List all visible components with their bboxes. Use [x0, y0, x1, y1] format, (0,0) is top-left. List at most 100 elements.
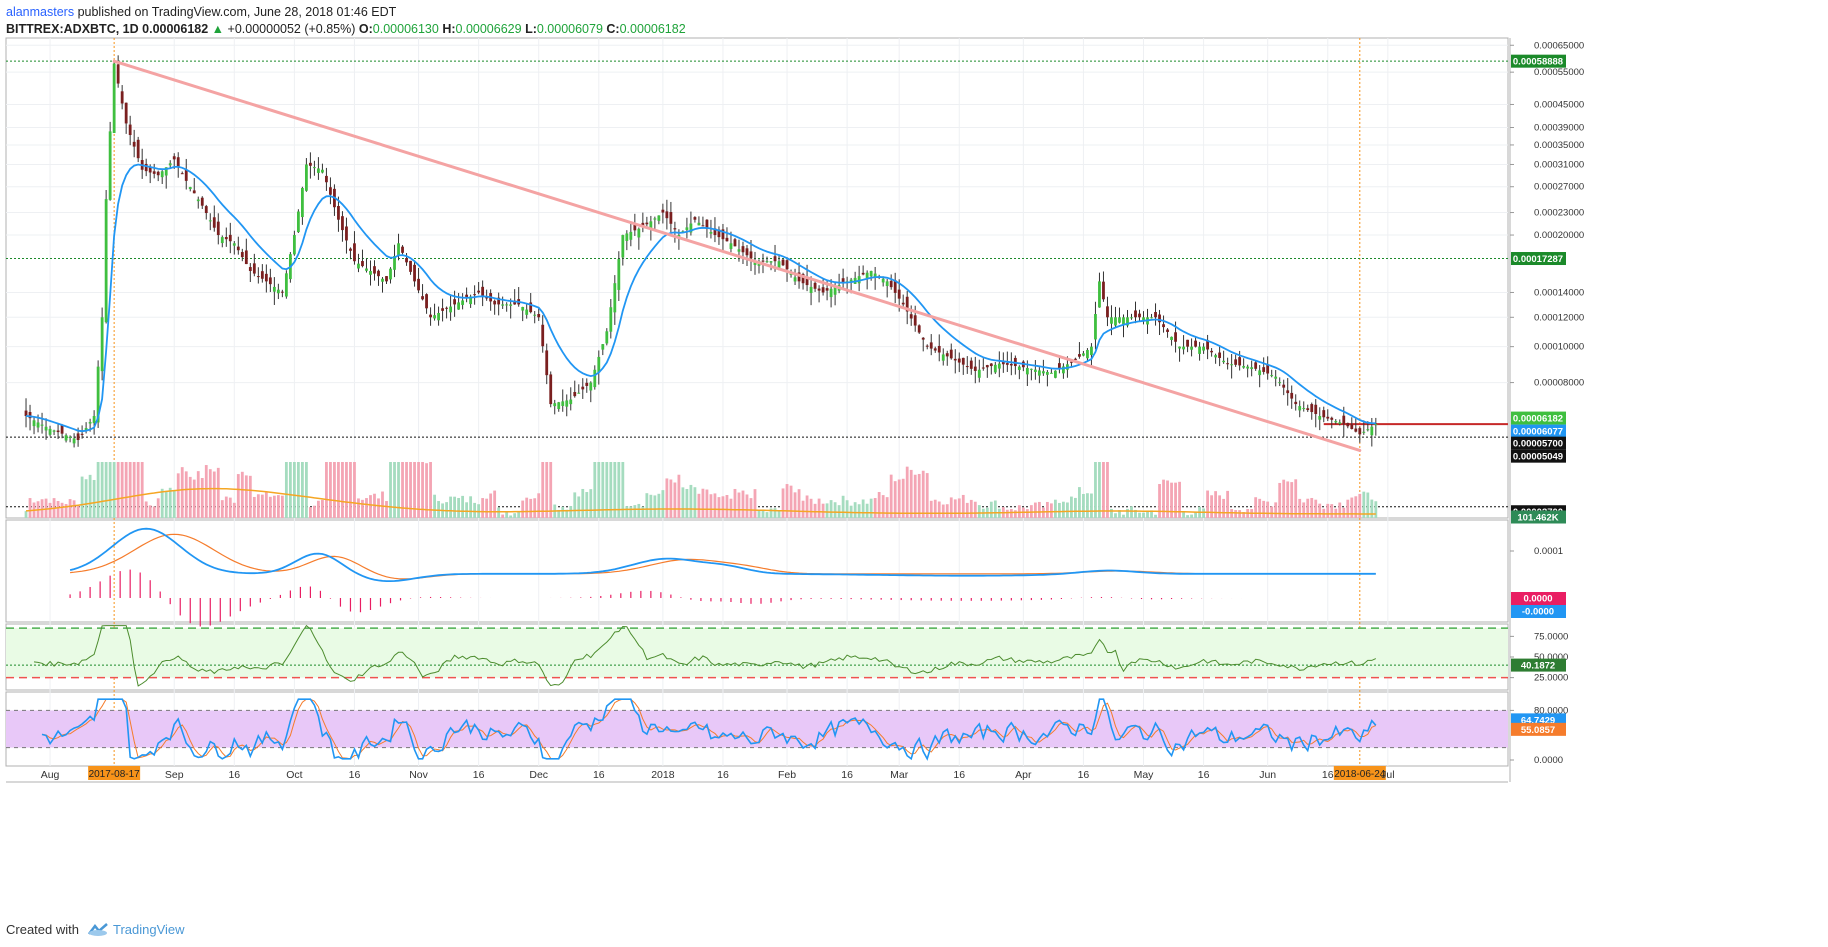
volume-bar	[44, 498, 48, 518]
candle-body	[1226, 363, 1230, 365]
candle-body	[1334, 421, 1338, 423]
candle-body	[1049, 372, 1053, 374]
volume-bar	[945, 504, 949, 518]
candle-body	[224, 237, 228, 240]
volume-bar	[521, 500, 525, 518]
candle-body	[869, 270, 873, 277]
candle-body	[236, 246, 240, 251]
volume-bar	[276, 495, 280, 518]
candle-body	[721, 229, 725, 240]
volume-bar	[401, 462, 404, 518]
volume-bar	[88, 474, 92, 518]
volume-bar	[296, 462, 300, 518]
time-tick-label: Apr	[1015, 769, 1032, 781]
candle-body	[841, 278, 845, 284]
candle-body	[1262, 367, 1266, 372]
candle-body	[1029, 368, 1033, 370]
volume-bar	[465, 502, 469, 518]
candle-body	[1110, 317, 1113, 324]
volume-bar	[345, 462, 348, 518]
candle-body	[72, 438, 76, 444]
candle-body	[1009, 363, 1013, 366]
volume-bar	[1033, 502, 1037, 518]
candle-body	[1326, 416, 1330, 419]
volume-bar	[745, 494, 749, 518]
candle-body	[617, 259, 621, 290]
macd-last-label: 0.0000	[1523, 594, 1552, 605]
volume-bar	[941, 504, 945, 518]
trendline	[112, 59, 1362, 452]
volume-bar	[517, 511, 521, 518]
volume-bar	[232, 502, 236, 518]
price-tick-label: 0.00010000	[1534, 342, 1584, 353]
price-tick-label: 0.00045000	[1534, 99, 1584, 110]
candle-body	[545, 350, 549, 376]
symbol-label[interactable]: BITTREX:ADXBTC, 1D	[6, 22, 139, 36]
volume-bar	[757, 510, 761, 518]
volume-bar	[349, 462, 352, 518]
chart-header: alanmasters published on TradingView.com…	[0, 0, 1828, 42]
candle-body	[957, 358, 961, 363]
author-link[interactable]: alanmasters	[6, 5, 75, 19]
volume-bar	[1262, 500, 1266, 518]
volume-bar	[493, 490, 497, 518]
candle-body	[84, 428, 88, 431]
volume-bar	[1174, 482, 1177, 518]
candle-body	[737, 249, 741, 252]
macd-label-box	[1511, 605, 1566, 618]
candle-body	[653, 218, 657, 220]
candle-body	[164, 167, 168, 176]
candle-body	[357, 263, 360, 269]
volume-bar	[421, 462, 424, 518]
volume-bar	[188, 476, 192, 518]
candle-body	[369, 270, 372, 275]
volume-bar	[865, 503, 869, 518]
volume-bar	[557, 509, 561, 518]
change-arrow-icon: ▲	[211, 22, 225, 36]
time-highlight-box	[1333, 766, 1386, 780]
candle-body	[1158, 314, 1161, 323]
volume-bar	[617, 462, 621, 518]
volume-bar	[68, 499, 72, 518]
volume-bar	[925, 473, 929, 518]
candle-body	[541, 324, 545, 347]
macd-line	[69, 527, 1376, 582]
candle-body	[180, 173, 184, 175]
volume-bar	[549, 462, 553, 518]
candle-body	[152, 171, 156, 174]
candle-body	[813, 282, 817, 289]
candle-body	[829, 288, 833, 298]
volume-bar	[533, 498, 537, 518]
volume-bar	[709, 494, 713, 518]
volume-bar	[705, 489, 709, 518]
candle-body	[1202, 346, 1205, 351]
low-label: L:	[525, 22, 537, 36]
volume-bar	[965, 502, 969, 518]
volume-bar	[681, 487, 685, 518]
candle-body	[601, 344, 605, 350]
volume-bar	[1270, 506, 1274, 518]
candle-body	[1242, 366, 1246, 368]
candle-body	[885, 281, 889, 287]
candle-body	[765, 261, 769, 263]
volume-bar	[877, 492, 881, 518]
volume-bar	[729, 498, 733, 518]
volume-bar	[905, 466, 909, 518]
candle-body	[593, 369, 597, 388]
candle-body	[497, 297, 501, 305]
volume-bar	[513, 513, 517, 518]
volume-bar	[1122, 514, 1125, 518]
volume-bar	[200, 478, 204, 518]
volume-bar	[629, 506, 633, 518]
price-tick-label: 0.00012000	[1534, 312, 1584, 323]
candle-body	[1370, 426, 1374, 436]
candle-body	[1190, 346, 1193, 350]
candle-body	[1078, 354, 1081, 357]
volume-bar	[72, 500, 76, 518]
candle-body	[917, 325, 921, 333]
price-tick-label: 0.00020000	[1534, 230, 1584, 241]
tradingview-brand[interactable]: TradingView	[112, 921, 185, 937]
candle-body	[1098, 281, 1101, 308]
volume-bar	[841, 495, 845, 518]
